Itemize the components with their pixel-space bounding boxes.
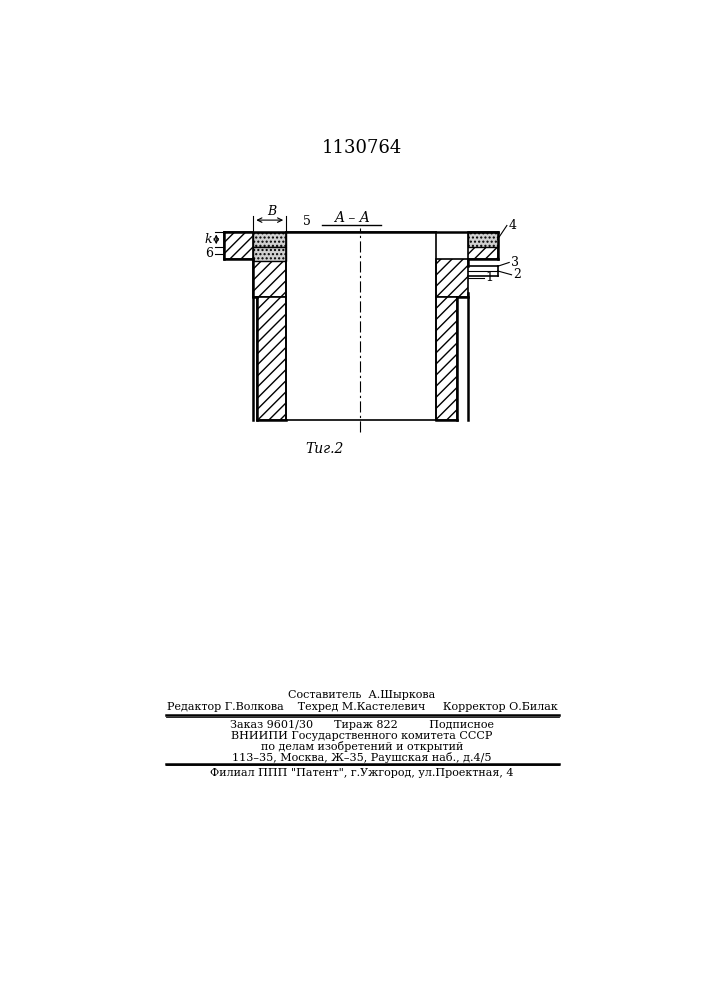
Text: A – A: A – A: [334, 211, 370, 225]
Polygon shape: [224, 232, 253, 259]
Polygon shape: [253, 247, 286, 261]
Text: 6: 6: [205, 247, 213, 260]
Text: ВНИИПИ Государственного комитета СССР: ВНИИПИ Государственного комитета СССР: [231, 731, 493, 741]
Text: Заказ 9601/30      Тираж 822         Подписное: Заказ 9601/30 Тираж 822 Подписное: [230, 720, 494, 730]
Text: 3: 3: [510, 256, 519, 269]
Polygon shape: [253, 259, 286, 297]
Polygon shape: [436, 259, 468, 297]
Text: 1130764: 1130764: [322, 139, 402, 157]
Text: 5: 5: [303, 215, 311, 228]
Text: 4: 4: [508, 219, 516, 232]
Text: 1: 1: [485, 271, 493, 284]
Text: B: B: [267, 205, 276, 218]
Text: k: k: [205, 233, 212, 246]
Polygon shape: [257, 297, 286, 420]
Text: по делам изобретений и открытий: по делам изобретений и открытий: [261, 741, 463, 752]
Text: Филиал ППП "Патент", г.Ужгород, ул.Проектная, 4: Филиал ППП "Патент", г.Ужгород, ул.Проек…: [210, 768, 514, 778]
Polygon shape: [253, 232, 286, 247]
Polygon shape: [468, 232, 498, 247]
Text: 113–35, Москва, Ж–35, Раушская наб., д.4/5: 113–35, Москва, Ж–35, Раушская наб., д.4…: [232, 752, 491, 763]
Text: Составитель  А.Шыркова: Составитель А.Шыркова: [288, 690, 436, 700]
Polygon shape: [436, 297, 457, 420]
Text: Τиг.2: Τиг.2: [305, 442, 344, 456]
Polygon shape: [468, 232, 498, 259]
Text: 2: 2: [513, 268, 521, 281]
Text: Редактор Г.Волкова    Техред М.Кастелевич     Корректор О.Билак: Редактор Г.Волкова Техред М.Кастелевич К…: [167, 702, 557, 712]
